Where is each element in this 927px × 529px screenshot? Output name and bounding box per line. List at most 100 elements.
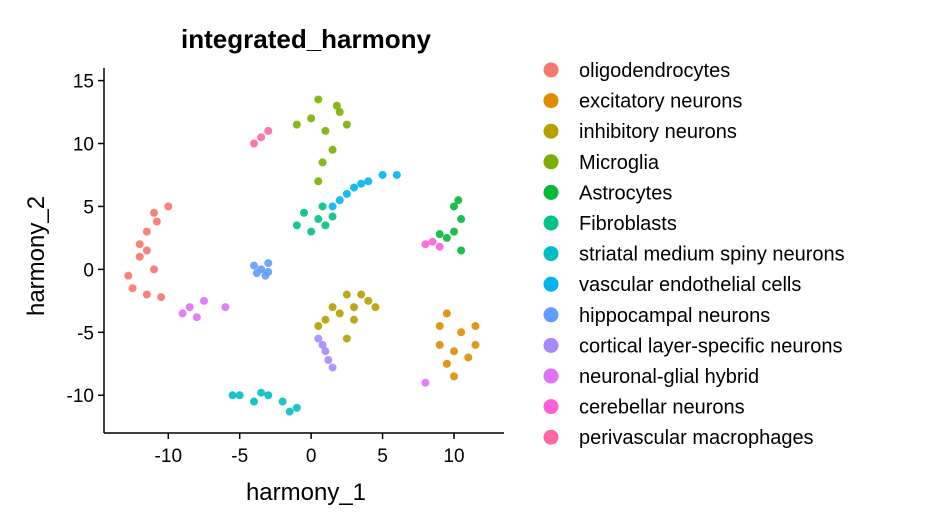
scatter-point xyxy=(328,202,337,211)
scatter-point xyxy=(428,237,437,246)
scatter-point xyxy=(335,108,344,117)
points-layer xyxy=(124,95,480,416)
scatter-point xyxy=(135,240,144,249)
y-tick-label: 0 xyxy=(83,260,94,281)
x-tick-label: -10 xyxy=(155,446,182,467)
scatter-point xyxy=(307,227,316,236)
scatter-point xyxy=(442,233,451,242)
legend-label: Microglia xyxy=(579,152,660,174)
legend-key xyxy=(543,429,559,445)
legend-label: inhibitory neurons xyxy=(579,121,737,143)
legend-key xyxy=(543,276,559,292)
scatter-point xyxy=(421,378,430,387)
scatter-point xyxy=(450,227,458,236)
scatter-point xyxy=(192,313,201,322)
scatter-point xyxy=(292,120,301,129)
scatter-point xyxy=(307,114,316,123)
y-tick-label: -10 xyxy=(67,386,94,407)
scatter-point xyxy=(335,196,344,205)
scatter-point xyxy=(435,230,444,239)
legend-key xyxy=(543,337,559,353)
scatter-point xyxy=(321,221,330,230)
legend-key xyxy=(543,123,559,139)
scatter-point xyxy=(457,215,466,224)
scatter-point xyxy=(150,265,158,274)
scatter-point xyxy=(442,359,451,368)
scatter-point xyxy=(342,290,351,299)
y-axis-label: harmony_2 xyxy=(23,196,50,316)
scatter-point xyxy=(328,212,337,221)
scatter-point xyxy=(257,133,266,142)
legend-label: hippocampal neurons xyxy=(579,305,770,327)
scatter-point xyxy=(135,252,144,261)
scatter-point xyxy=(314,95,323,104)
scatter-point xyxy=(350,303,358,312)
legend-key xyxy=(543,215,559,231)
scatter-point xyxy=(264,259,273,268)
scatter-point xyxy=(364,296,373,305)
scatter-point xyxy=(142,290,151,299)
y-ticks: -10 -5 0 5 10 15 xyxy=(67,72,104,407)
scatter-point xyxy=(357,179,366,188)
scatter-point xyxy=(318,202,327,211)
scatter-point xyxy=(164,202,173,211)
scatter-point xyxy=(332,101,341,110)
scatter-point xyxy=(314,334,323,343)
scatter-point xyxy=(435,322,444,331)
scatter-point xyxy=(435,340,444,349)
y-tick-label: 10 xyxy=(73,135,94,156)
legend-label: cerebellar neurons xyxy=(579,397,745,419)
scatter-point xyxy=(328,363,337,372)
x-tick-label: 10 xyxy=(443,446,464,467)
legend-label: vascular endothelial cells xyxy=(579,274,801,296)
scatter-point xyxy=(185,303,194,312)
scatter-point xyxy=(221,303,230,312)
scatter-point xyxy=(435,242,444,251)
scatter-point xyxy=(264,267,273,276)
x-tick-label: 0 xyxy=(306,446,317,467)
scatter-point xyxy=(392,170,401,179)
legend-key xyxy=(543,307,559,323)
scatter-point xyxy=(157,293,166,302)
scatter-point xyxy=(178,309,187,318)
legend-key xyxy=(543,93,559,109)
scatter-point xyxy=(321,347,330,356)
scatter-point xyxy=(152,217,161,226)
scatter-point xyxy=(314,177,323,186)
legend-label: striatal medium spiny neurons xyxy=(579,244,845,266)
scatter-point xyxy=(321,126,330,135)
x-tick-label: 5 xyxy=(377,446,388,467)
chart-title: integrated_harmony xyxy=(181,24,431,54)
x-ticks: -10 -5 0 5 10 xyxy=(155,433,465,467)
y-tick-label: 5 xyxy=(83,197,94,218)
scatter-point xyxy=(328,145,337,154)
scatter-point xyxy=(318,158,327,167)
scatter-point xyxy=(292,221,301,230)
x-axis-label: harmony_1 xyxy=(246,479,366,506)
legend-label: Astrocytes xyxy=(579,182,672,204)
scatter-point xyxy=(371,303,380,312)
scatter-point xyxy=(285,407,294,416)
legend-key xyxy=(543,368,559,384)
scatter-point xyxy=(228,391,237,400)
scatter-point xyxy=(124,271,133,280)
scatter-point xyxy=(292,403,301,412)
scatter-point xyxy=(471,322,480,331)
scatter-point xyxy=(364,177,373,186)
legend-key xyxy=(543,246,559,262)
x-tick-label: -5 xyxy=(231,446,248,467)
scatter-point xyxy=(342,120,351,129)
legend: oligodendrocytes excitatory neurons inhibi… xyxy=(543,60,845,449)
scatter-point xyxy=(342,334,351,343)
legend-label: Fibroblasts xyxy=(579,213,677,235)
scatter-point xyxy=(442,309,451,318)
scatter-point xyxy=(342,189,351,198)
legend-label: excitatory neurons xyxy=(579,91,742,113)
legend-label: cortical layer-specific neurons xyxy=(579,335,842,357)
scatter-point xyxy=(250,139,258,148)
scatter-point xyxy=(324,356,333,364)
scatter-point xyxy=(200,296,208,305)
scatter-point xyxy=(264,391,273,400)
scatter-point xyxy=(457,246,466,255)
